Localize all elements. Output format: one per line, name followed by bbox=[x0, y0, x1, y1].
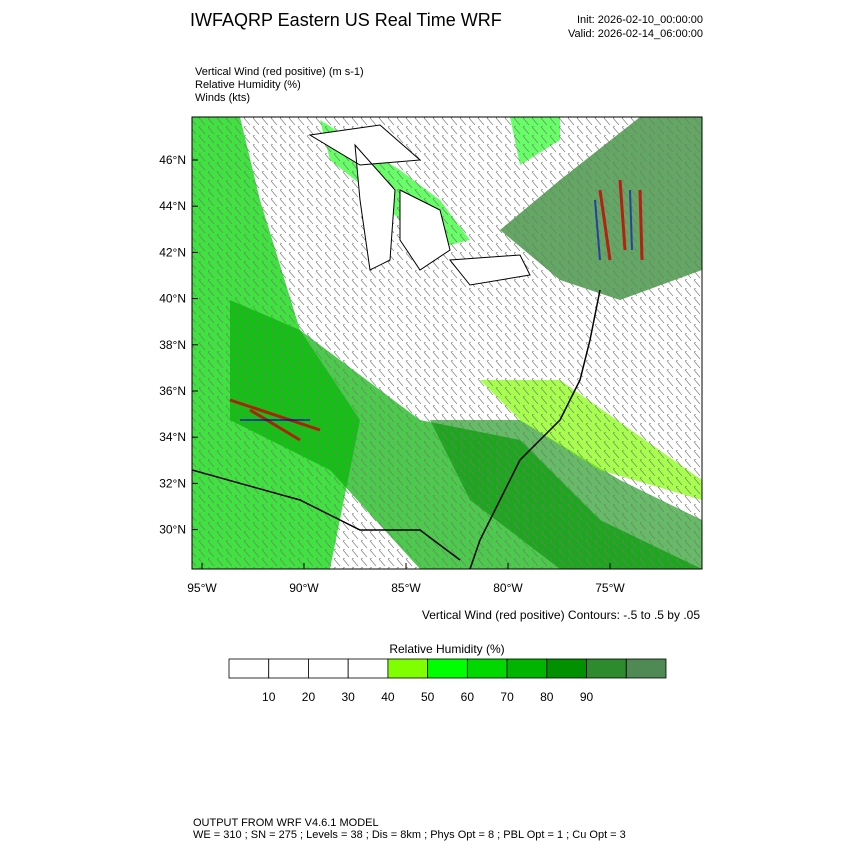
colorbar-box bbox=[546, 658, 587, 679]
colorbar-box bbox=[427, 658, 468, 679]
lat-label: 42°N bbox=[159, 245, 186, 259]
field-label: Relative Humidity (%) bbox=[195, 79, 301, 91]
colorbar-box bbox=[586, 658, 627, 679]
lat-label: 44°N bbox=[159, 199, 186, 213]
colorbar-label: 90 bbox=[580, 690, 594, 704]
colorbar-box bbox=[387, 658, 429, 679]
lat-label: 34°N bbox=[159, 430, 186, 444]
colorbar-label: 50 bbox=[421, 690, 435, 704]
lat-label: 36°N bbox=[159, 384, 186, 398]
lat-label: 30°N bbox=[159, 523, 186, 537]
colorbar-label: 20 bbox=[302, 690, 316, 704]
footer-line: WE = 310 ; SN = 275 ; Levels = 38 ; Dis … bbox=[193, 829, 626, 841]
field-label: Winds (kts) bbox=[195, 92, 250, 104]
colorbar-box bbox=[347, 658, 389, 679]
colorbar-box bbox=[228, 658, 270, 679]
init-time: Init: 2026-02-10_00:00:00 bbox=[577, 14, 703, 26]
title: IWFAQRP Eastern US Real Time WRF bbox=[190, 10, 502, 30]
footer-line: OUTPUT FROM WRF V4.6.1 MODEL bbox=[193, 817, 379, 829]
colorbar-box bbox=[466, 658, 508, 679]
lat-label: 38°N bbox=[159, 338, 186, 352]
colorbar-box bbox=[625, 658, 667, 679]
colorbar-box bbox=[308, 658, 349, 679]
field-label: Vertical Wind (red positive) (m s-1) bbox=[195, 66, 364, 78]
colorbar: 10 20 30 40 50 60 70 80 90 bbox=[228, 658, 667, 704]
lat-label: 40°N bbox=[159, 292, 186, 306]
axes: 46°N 44°N 42°N 40°N 38°N 36°N 34°N 32°N 30°N 95°W… bbox=[159, 153, 625, 595]
colorbar-label: 60 bbox=[461, 690, 475, 704]
colorbar-label: 10 bbox=[262, 690, 276, 704]
colorbar-box bbox=[506, 658, 548, 679]
lon-label: 75°W bbox=[595, 581, 625, 595]
lon-label: 90°W bbox=[289, 581, 319, 595]
colorbar-title: Relative Humidity (%) bbox=[389, 642, 504, 656]
colorbar-label: 80 bbox=[540, 690, 554, 704]
lon-label: 85°W bbox=[391, 581, 421, 595]
lat-label: 32°N bbox=[159, 476, 186, 490]
colorbar-label: 70 bbox=[500, 690, 514, 704]
colorbar-label: 30 bbox=[342, 690, 356, 704]
map bbox=[192, 117, 702, 569]
lon-label: 80°W bbox=[493, 581, 523, 595]
colorbar-box bbox=[268, 658, 309, 679]
valid-time: Valid: 2026-02-14_06:00:00 bbox=[568, 28, 703, 40]
contour-note: Vertical Wind (red positive) Contours: -… bbox=[422, 608, 700, 622]
lon-label: 95°W bbox=[187, 581, 217, 595]
colorbar-label: 40 bbox=[381, 690, 395, 704]
map-frame bbox=[191, 116, 703, 570]
lat-label: 46°N bbox=[159, 153, 186, 167]
